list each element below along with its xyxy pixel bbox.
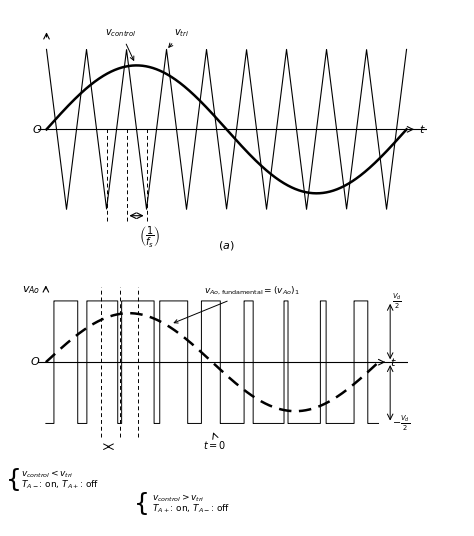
Text: $T_{A+}$: on, $T_{A-}$: off: $T_{A+}$: on, $T_{A-}$: off [152, 503, 230, 516]
Text: $O$: $O$ [32, 123, 42, 136]
Text: $\frac{V_d}{2}$: $\frac{V_d}{2}$ [392, 291, 401, 311]
Text: $\{$: $\{$ [133, 490, 147, 517]
Text: $-\frac{V_d}{2}$: $-\frac{V_d}{2}$ [392, 414, 410, 433]
Text: $\left(\dfrac{1}{f_s}\right)$: $\left(\dfrac{1}{f_s}\right)$ [139, 225, 161, 250]
Text: $(a)$: $(a)$ [218, 239, 235, 252]
Text: $O$: $O$ [30, 355, 41, 367]
Text: $t$: $t$ [419, 123, 426, 136]
Text: $v_{Ao}$: $v_{Ao}$ [22, 284, 41, 295]
Text: $t$: $t$ [390, 356, 397, 368]
Text: $v_{Ao,\,\mathrm{fundamental}} = (v_{Ao})_1$: $v_{Ao,\,\mathrm{fundamental}} = (v_{Ao}… [174, 285, 300, 323]
Text: $v_{control} > v_{tri}$: $v_{control} > v_{tri}$ [152, 493, 204, 504]
Text: $t = 0$: $t = 0$ [203, 439, 227, 451]
Text: $T_{A-}$: on, $T_{A+}$: off: $T_{A-}$: on, $T_{A+}$: off [21, 479, 100, 492]
Text: $v_{control}$: $v_{control}$ [105, 27, 137, 61]
Text: $\{$: $\{$ [5, 466, 19, 493]
Text: $v_{control} < v_{tri}$: $v_{control} < v_{tri}$ [21, 468, 74, 480]
Text: $v_{tri}$: $v_{tri}$ [169, 27, 189, 47]
